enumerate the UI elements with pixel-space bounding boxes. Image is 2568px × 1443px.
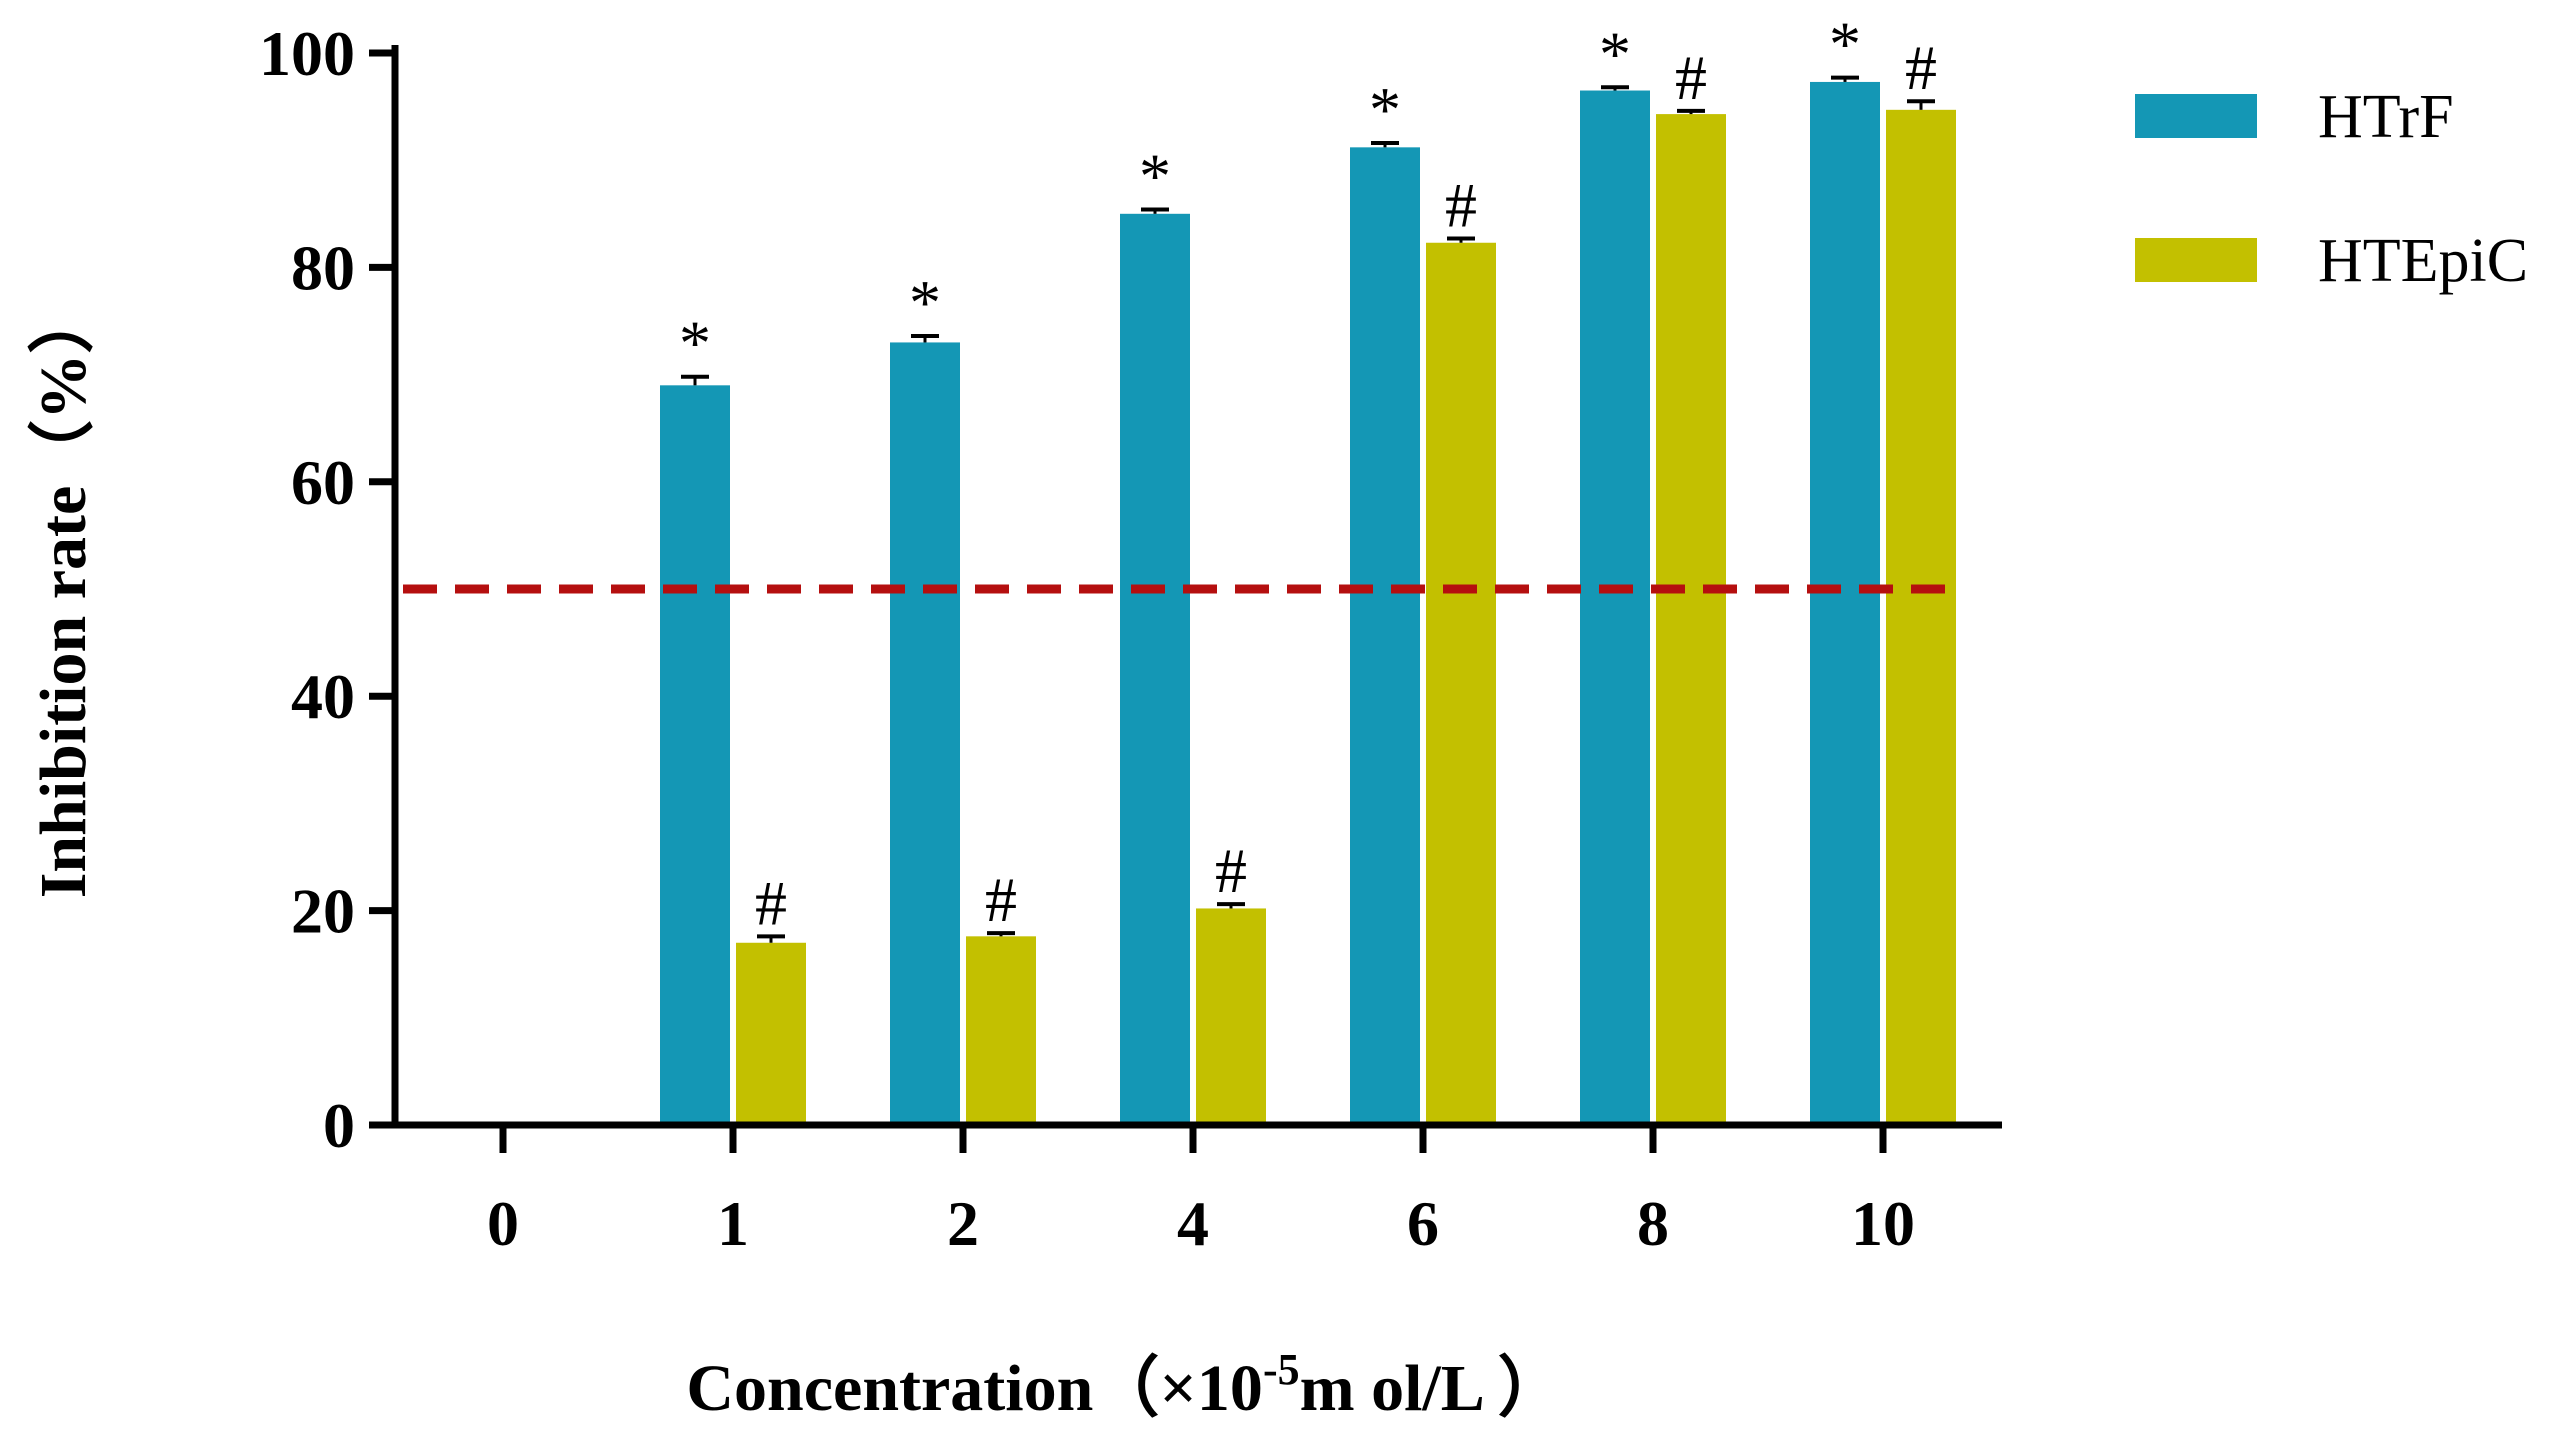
significance-marker: # — [755, 867, 787, 938]
x-tick-label: 10 — [1851, 1188, 1915, 1259]
significance-marker: # — [1215, 835, 1247, 906]
significance-marker: # — [985, 864, 1017, 935]
y-tick-label: 60 — [291, 447, 355, 518]
x-axis-title: Concentration（×10-5m ol/L ） — [686, 1345, 1563, 1425]
bar-htrf-6 — [1350, 147, 1420, 1125]
error-bars — [681, 75, 1935, 943]
x-axis-ticks: 0 1 2 4 6 8 10 — [487, 1125, 1915, 1259]
significance-marker: * — [1599, 18, 1631, 89]
x-tick-label: 0 — [487, 1188, 519, 1259]
x-tick-label: 4 — [1177, 1188, 1209, 1259]
bar-htrf-8 — [1580, 90, 1650, 1125]
significance-marker: * — [1369, 74, 1401, 145]
x-axis-title-main: Concentration（×10 — [686, 1351, 1263, 1425]
y-tick-label: 0 — [323, 1090, 355, 1161]
x-tick-label: 8 — [1637, 1188, 1669, 1259]
x-axis-title-suffix: m ol/L ） — [1300, 1351, 1564, 1425]
significance-markers: * * * * * * # # # # # # — [679, 9, 1937, 939]
bar-htepic-6 — [1426, 242, 1496, 1125]
x-tick-label: 2 — [947, 1188, 979, 1259]
significance-marker: * — [909, 267, 941, 338]
bar-htepic-10 — [1886, 109, 1956, 1126]
legend-swatch-htepic — [2135, 238, 2257, 282]
y-tick-label: 80 — [291, 232, 355, 303]
y-axis-ticks: 0 20 40 60 80 100 — [259, 18, 395, 1161]
y-tick-label: 20 — [291, 876, 355, 947]
bar-htepic-8 — [1656, 114, 1726, 1125]
bar-htrf-1 — [660, 385, 730, 1125]
bar-htrf-4 — [1120, 213, 1190, 1126]
y-axis-title: Inhibition rate（%） — [26, 288, 100, 899]
bar-htepic-4 — [1196, 908, 1266, 1125]
significance-marker: * — [1829, 9, 1861, 80]
significance-marker: * — [1139, 141, 1171, 212]
x-tick-label: 1 — [717, 1188, 749, 1259]
legend-swatch-htrf — [2135, 94, 2257, 138]
bar-htepic-2 — [966, 936, 1036, 1125]
significance-marker: # — [1905, 32, 1937, 103]
legend-label-htepic: HTEpiC — [2318, 227, 2528, 295]
legend: HTrF HTEpiC — [2135, 83, 2528, 295]
significance-marker: * — [679, 308, 711, 379]
significance-marker: # — [1675, 42, 1707, 113]
bar-group — [660, 81, 1956, 1126]
y-tick-label: 40 — [291, 661, 355, 732]
legend-label-htrf: HTrF — [2318, 83, 2454, 151]
significance-marker: # — [1445, 169, 1477, 240]
bar-htrf-2 — [890, 342, 960, 1125]
y-tick-label: 100 — [259, 18, 355, 89]
bar-htrf-10 — [1810, 81, 1880, 1126]
bar-htepic-1 — [736, 942, 806, 1125]
x-tick-label: 6 — [1407, 1188, 1439, 1259]
x-axis-title-superscript: -5 — [1263, 1345, 1300, 1394]
